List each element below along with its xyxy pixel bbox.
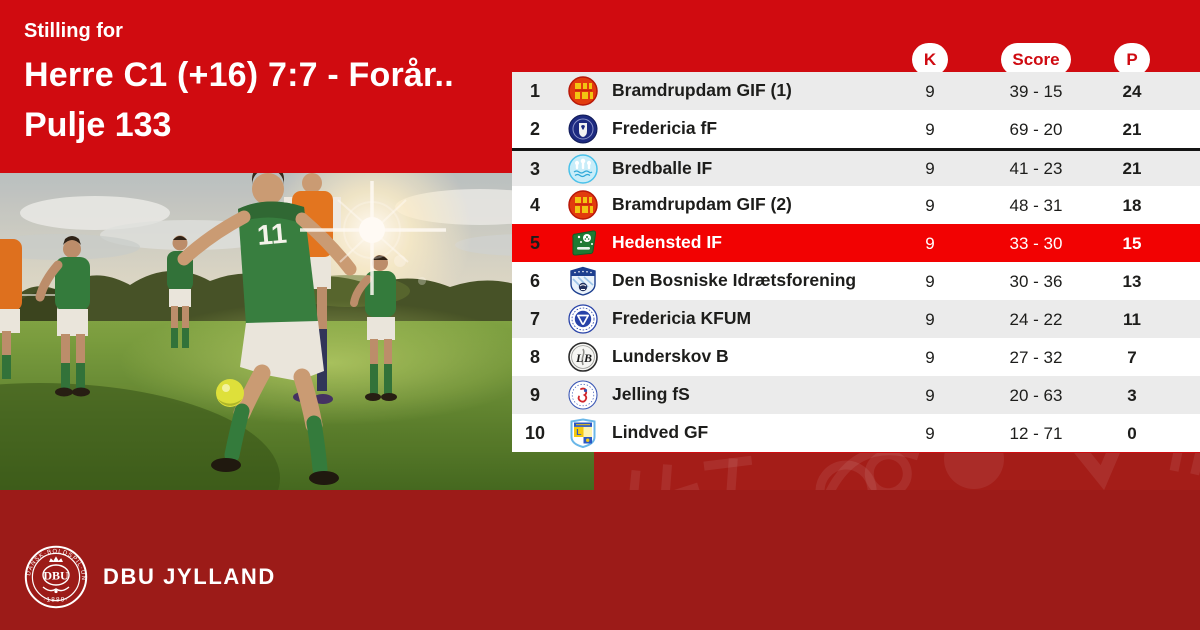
club-name: Den Bosniske Idrætsforening	[612, 270, 857, 291]
club-name: Lindved GF	[612, 422, 709, 443]
watermark-glyphs-icon	[594, 401, 1200, 545]
match-photo: 11	[0, 173, 594, 490]
goal-score-value: 27 - 32	[1009, 347, 1063, 367]
matches-played-value: 9	[925, 119, 935, 139]
club-name: Hedensted IF	[612, 232, 722, 253]
club-crest-icon	[558, 266, 608, 296]
position-number: 7	[529, 309, 540, 329]
matches-played-value: 9	[925, 159, 935, 178]
club-crest-icon: L	[558, 418, 608, 448]
matches-played-value: 9	[925, 347, 935, 367]
table-row: 9 Jelling fS 9 20 - 63 3	[512, 376, 1200, 414]
column-header-matches: K	[912, 43, 948, 76]
club-name: Fredericia KFUM	[612, 308, 752, 329]
club-crest-icon	[558, 114, 608, 144]
standings-table: 1 Bramdrupdam GIF (1) 9 39 - 15 24 2 Fre…	[512, 72, 1200, 452]
column-header-score: Score	[1001, 43, 1071, 76]
position-number: 1	[529, 81, 540, 101]
position-number: 8	[529, 347, 540, 367]
table-row: 3 Bredballe IF 9 41 - 23 21	[512, 148, 1200, 186]
position-number: 10	[524, 423, 546, 443]
points-value: 13	[1122, 271, 1142, 291]
svg-text:·1889·: ·1889·	[43, 597, 69, 604]
club-name: Bramdrupdam GIF (2)	[612, 194, 792, 215]
position-number: 5	[529, 233, 540, 253]
position-number: 2	[529, 119, 540, 139]
goal-score-value: 41 - 23	[1009, 159, 1063, 178]
table-row: 1 Bramdrupdam GIF (1) 9 39 - 15 24	[512, 72, 1200, 110]
points-value: 11	[1123, 309, 1141, 329]
club-crest-icon	[558, 76, 608, 106]
club-crest-icon	[558, 304, 608, 334]
matches-played-value: 9	[925, 309, 935, 329]
goal-score-value: 33 - 30	[1009, 233, 1063, 253]
points-value: 18	[1122, 195, 1142, 215]
club-name: Fredericia fF	[612, 118, 718, 139]
goal-score-value: 30 - 36	[1009, 271, 1063, 291]
table-row: 4 Bramdrupdam GIF (2) 9 48 - 31 18	[512, 186, 1200, 224]
points-value: 3	[1127, 385, 1137, 405]
watermark-pattern	[594, 401, 1200, 545]
matches-played-value: 9	[925, 233, 935, 253]
position-number: 4	[529, 195, 540, 215]
page-title-line1: Herre C1 (+16) 7:7 - Forår..	[24, 56, 454, 94]
points-value: 15	[1122, 233, 1142, 253]
goal-score-value: 12 - 71	[1009, 423, 1063, 443]
club-crest-icon	[558, 228, 608, 258]
table-row: 6 Den Bosniske Idrætsforening 9 30 - 36 …	[512, 262, 1200, 300]
position-number: 6	[529, 271, 540, 291]
position-number: 9	[529, 385, 540, 405]
club-name: Bredballe IF	[612, 157, 713, 178]
matches-played-value: 9	[925, 271, 935, 291]
player-far-left	[0, 239, 22, 379]
table-row: 5 Hedensted IF 9 33 - 30 15	[512, 224, 1200, 262]
points-value: 21	[1122, 159, 1142, 178]
svg-text:L: L	[576, 427, 581, 437]
goal-score-value: 24 - 22	[1009, 309, 1063, 329]
points-value: 21	[1122, 119, 1142, 139]
player-hero: 11	[177, 173, 357, 485]
position-number: 3	[529, 158, 540, 179]
goal-score-value: 69 - 20	[1009, 119, 1063, 139]
svg-text:B: B	[583, 351, 592, 365]
sun-flare	[300, 181, 446, 295]
brand-label: DBU JYLLAND	[103, 564, 276, 589]
club-name: Jelling fS	[612, 384, 690, 405]
table-row: 2 Fredericia fF 9 69 - 20 21	[512, 110, 1200, 148]
club-name: Lunderskov B	[612, 346, 729, 367]
standings-column-headers: K Score P	[512, 43, 1200, 76]
svg-text:L: L	[575, 351, 583, 365]
footer-brand: DANSK·BOLDSPIL·UNION DBU ·1889· DBU JYLL…	[24, 545, 276, 609]
title-block: Stilling for Herre C1 (+16) 7:7 - Forår.…	[24, 20, 454, 145]
svg-text:DBU: DBU	[43, 569, 69, 583]
club-name: Bramdrupdam GIF (1)	[612, 80, 792, 101]
club-crest-icon	[558, 153, 608, 184]
points-value: 24	[1122, 81, 1142, 101]
goal-score-value: 39 - 15	[1009, 81, 1063, 101]
club-crest-icon	[558, 190, 608, 220]
eyebrow-label: Stilling for	[24, 20, 123, 42]
goal-score-value: 20 - 63	[1009, 385, 1063, 405]
dbu-crest-icon: DANSK·BOLDSPIL·UNION DBU ·1889·	[24, 545, 88, 609]
ball	[216, 379, 244, 407]
matches-played-value: 9	[925, 385, 935, 405]
goal-score-value: 48 - 31	[1009, 195, 1063, 215]
points-value: 7	[1127, 347, 1137, 367]
match-photo-illustration: 11	[0, 173, 594, 490]
matches-played-value: 9	[925, 423, 935, 443]
table-row: 10 L Lindved GF 9 12 - 71 0	[512, 414, 1200, 452]
player-left	[35, 236, 90, 397]
matches-played-value: 9	[925, 81, 935, 101]
points-value: 0	[1127, 423, 1137, 443]
column-header-points: P	[1114, 43, 1150, 76]
club-crest-icon	[558, 380, 608, 410]
table-row: 7 Fredericia KFUM 9 24 - 22 11	[512, 300, 1200, 338]
matches-played-value: 9	[925, 195, 935, 215]
svg-text:11: 11	[256, 218, 288, 251]
page-title-line2: Pulje 133	[24, 106, 172, 144]
